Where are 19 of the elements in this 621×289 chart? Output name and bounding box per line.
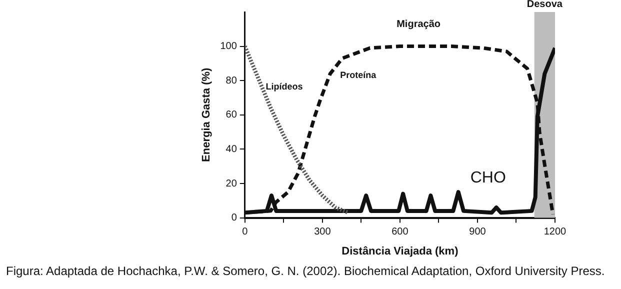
y-tick-label: 80 xyxy=(226,75,238,86)
y-axis-title: Energia Gasta (%) xyxy=(200,67,213,162)
x-tick-label: 600 xyxy=(392,226,409,238)
x-tick-label: 1200 xyxy=(544,226,567,238)
x-tick-label: 0 xyxy=(242,226,248,238)
y-tick-label: 100 xyxy=(220,41,238,52)
text: Figura: Adaptada de Hochachka, P.W. & Somero, G. N. (2002). Biochemical Adaptation, Oxford University Press. xyxy=(6,264,605,278)
y-tick-label: 0 xyxy=(231,212,238,224)
y-tick-label: 40 xyxy=(226,144,238,155)
x-tick-label: 900 xyxy=(469,226,486,238)
series-label: Lipídeos xyxy=(266,82,303,92)
y-tick-label: 60 xyxy=(226,110,238,121)
x-tick-label: 300 xyxy=(314,226,332,238)
series-label: Proteína xyxy=(340,70,378,80)
annotation: Migração xyxy=(396,18,440,30)
band-label: Desova xyxy=(526,0,563,10)
series-label: CHO xyxy=(470,169,506,186)
y-tick-label: 20 xyxy=(226,178,238,190)
x-axis-title: Distância Viajada (km) xyxy=(342,245,459,258)
